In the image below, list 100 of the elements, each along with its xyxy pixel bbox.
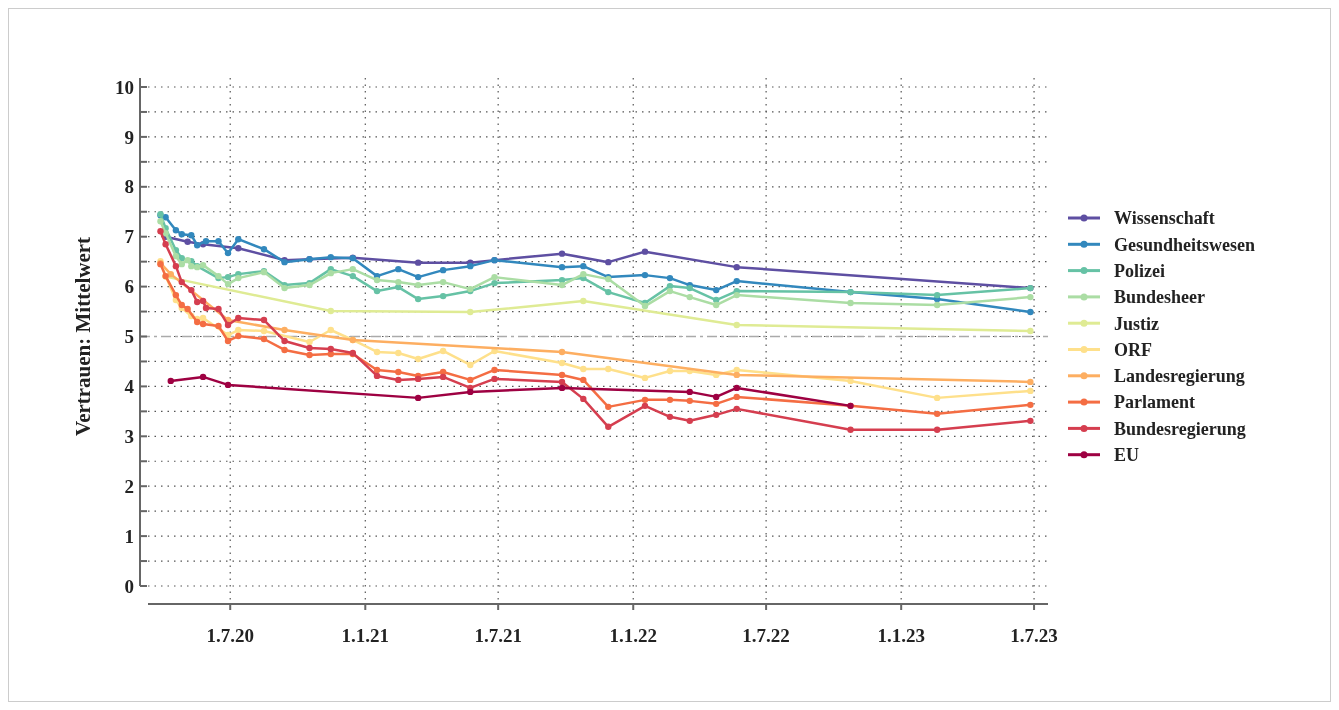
point (733, 393, 740, 401)
point (641, 374, 649, 382)
point (188, 232, 195, 239)
point (260, 245, 268, 253)
point (306, 338, 313, 346)
point (349, 272, 357, 280)
point (395, 265, 402, 273)
point (184, 256, 191, 264)
point (558, 263, 566, 271)
point (235, 326, 242, 334)
point (558, 371, 566, 379)
point (184, 238, 191, 245)
point (172, 291, 180, 299)
point (235, 244, 242, 252)
legend-label: ORF (1114, 339, 1152, 360)
point (686, 397, 693, 405)
y-tick-label: 3 (124, 425, 134, 447)
point (235, 236, 242, 243)
point (491, 366, 498, 374)
point (414, 259, 422, 266)
point (1027, 327, 1034, 335)
point (215, 237, 222, 245)
point (580, 262, 587, 270)
y-tick-label: 4 (124, 376, 135, 398)
point (178, 278, 185, 286)
point (580, 376, 587, 384)
point (224, 337, 232, 345)
point (395, 283, 402, 291)
y-tick-label: 1 (124, 525, 134, 547)
legend-label: Bundesregierung (1114, 418, 1246, 439)
point (162, 240, 169, 248)
point (580, 297, 587, 305)
y-tick-label: 8 (124, 176, 134, 198)
point (933, 301, 941, 309)
point (327, 350, 334, 358)
point (847, 426, 854, 434)
point (373, 372, 381, 380)
point (491, 375, 498, 383)
point (199, 297, 207, 305)
point (439, 373, 447, 381)
point (641, 396, 649, 404)
point (224, 273, 232, 281)
point (178, 231, 185, 238)
point (558, 348, 566, 356)
y-tick-label: 10 (115, 76, 134, 98)
point (666, 274, 674, 282)
point (605, 403, 612, 411)
point (281, 337, 288, 345)
x-tick-label: 1.1.23 (877, 625, 925, 646)
point (199, 320, 207, 328)
point (491, 273, 498, 281)
point (712, 411, 720, 419)
legend-label: Bundesheer (1114, 287, 1206, 308)
y-tick-label: 2 (124, 475, 134, 497)
point (327, 345, 334, 353)
point (712, 296, 720, 304)
point (558, 384, 566, 392)
point (327, 269, 334, 277)
point (349, 265, 357, 273)
point (281, 326, 288, 334)
point (306, 344, 313, 352)
x-tick-label: 1.1.21 (341, 625, 390, 646)
point (686, 388, 693, 396)
point (666, 413, 674, 421)
point (733, 366, 740, 374)
point (666, 287, 674, 295)
point (733, 321, 740, 329)
point (260, 335, 268, 343)
point (157, 228, 164, 235)
point (414, 355, 422, 363)
y-axis-title: Vertrauen: Mittelwert (71, 236, 95, 437)
point (414, 273, 422, 281)
point (712, 301, 720, 309)
point (558, 281, 566, 289)
point (686, 417, 693, 425)
point (558, 359, 566, 367)
point (395, 278, 402, 286)
point (712, 400, 720, 408)
point (733, 371, 740, 379)
legend-label: Wissenschaft (1114, 208, 1215, 229)
point (933, 394, 941, 402)
point (167, 377, 174, 385)
point (193, 298, 201, 306)
point (235, 332, 242, 340)
point (1027, 308, 1034, 316)
x-tick-label: 1.7.22 (742, 625, 790, 646)
point (199, 261, 207, 269)
point (733, 384, 740, 392)
point (202, 237, 210, 245)
point (686, 293, 693, 301)
point (439, 266, 447, 274)
point (224, 321, 232, 329)
point (373, 348, 381, 356)
point (199, 314, 207, 322)
point (733, 263, 740, 271)
point (260, 316, 268, 324)
point (215, 305, 222, 313)
point (202, 304, 210, 312)
point (733, 277, 740, 285)
point (172, 252, 180, 260)
